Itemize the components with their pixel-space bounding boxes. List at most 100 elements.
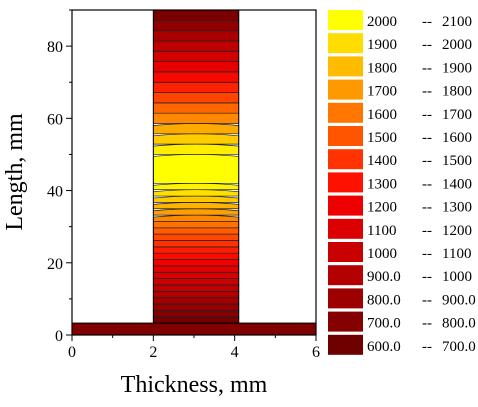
legend-swatch — [328, 126, 363, 146]
legend-separator: -- — [422, 292, 432, 308]
legend-high: 2100 — [442, 14, 472, 30]
legend-low: 1800 — [367, 60, 397, 76]
y-axis-label: Length, mm — [2, 113, 28, 231]
legend-separator: -- — [422, 84, 432, 100]
legend-swatch — [328, 33, 363, 54]
legend-swatch — [328, 242, 363, 262]
contour-band — [152, 71, 240, 83]
legend-low: 1700 — [367, 84, 397, 100]
contour-band — [152, 195, 240, 203]
contour-band — [152, 9, 240, 21]
legend-separator: -- — [422, 339, 432, 355]
legend-high: 1700 — [442, 107, 472, 123]
legend-separator: -- — [422, 37, 432, 53]
x-axis-label: Thickness, mm — [121, 372, 268, 398]
legend-low: 900.0 — [367, 269, 401, 285]
y-tick-label: 0 — [55, 328, 63, 345]
contour-band — [152, 202, 240, 210]
base-plate — [72, 322, 316, 335]
legend-swatch — [328, 195, 363, 216]
contour-band — [152, 50, 240, 62]
legend-low: 1200 — [367, 200, 397, 216]
contour-band — [152, 143, 240, 155]
legend-low: 1400 — [367, 153, 397, 169]
legend-high: 1000 — [442, 269, 472, 285]
contour-band — [152, 303, 240, 311]
x-tick-label: 4 — [231, 344, 239, 361]
contour-band — [152, 208, 240, 216]
legend-swatch — [328, 10, 363, 30]
contour-band — [152, 265, 240, 273]
legend-swatch — [328, 149, 363, 170]
legend-high: 1900 — [442, 60, 472, 76]
legend-low: 600.0 — [367, 339, 401, 355]
contour-band — [152, 154, 240, 184]
contour-band — [152, 102, 240, 114]
contour-band — [152, 133, 240, 145]
legend-swatch — [328, 311, 363, 332]
legend-low: 700.0 — [367, 316, 401, 332]
legend-low: 1300 — [367, 176, 397, 192]
legend-low: 1100 — [367, 223, 396, 239]
y-tick-label: 20 — [47, 256, 63, 273]
legend-separator: -- — [422, 60, 432, 76]
contour-band — [152, 92, 240, 104]
legend-low: 800.0 — [367, 292, 401, 308]
legend-swatch — [328, 218, 363, 239]
legend-swatch — [328, 172, 363, 193]
legend-high: 1400 — [442, 176, 472, 192]
contour-band — [152, 123, 240, 135]
contour-band — [152, 240, 240, 248]
legend-low: 1600 — [367, 107, 397, 123]
legend-low: 2000 — [367, 14, 397, 30]
contour-band — [152, 221, 240, 229]
legend-separator: -- — [422, 269, 432, 285]
contour-band — [152, 61, 240, 73]
contour-band — [152, 233, 240, 241]
legend-high: 1300 — [442, 200, 472, 216]
legend-high: 1200 — [442, 223, 472, 239]
legend-high: 700.0 — [442, 339, 476, 355]
legend-high: 1500 — [442, 153, 472, 169]
contour-band — [152, 278, 240, 286]
y-tick-label: 60 — [47, 111, 63, 128]
legend-separator: -- — [422, 14, 432, 30]
legend-low: 1500 — [367, 130, 397, 146]
legend-swatch — [328, 265, 363, 286]
legend-high: 800.0 — [442, 316, 476, 332]
contour-band — [152, 310, 240, 318]
contour-band — [152, 227, 240, 235]
legend-separator: -- — [422, 246, 432, 262]
legend-swatch — [328, 79, 363, 100]
legend-swatch — [328, 56, 363, 77]
contour-band — [152, 290, 240, 299]
legend-swatch — [328, 334, 363, 355]
legend-high: 2000 — [442, 37, 472, 53]
legend-low: 1000 — [367, 246, 397, 262]
contour-band — [152, 284, 240, 292]
legend-separator: -- — [422, 316, 432, 332]
contour-band — [152, 246, 240, 254]
legend-separator: -- — [422, 153, 432, 169]
x-tick-label: 6 — [312, 344, 320, 361]
contour-band — [152, 182, 240, 191]
contour-band — [152, 271, 240, 279]
legend-high: 900.0 — [442, 292, 476, 308]
legend-high: 1600 — [442, 130, 472, 146]
contour-band — [152, 259, 240, 267]
contour-band — [152, 189, 240, 197]
contour-band — [152, 81, 240, 93]
contour-band — [152, 19, 240, 31]
legend: 2000 -- 2100 1900 -- 2000 1800 -- 1900 1700 -- 1800… — [328, 10, 476, 355]
legend-separator: -- — [422, 107, 432, 123]
legend-high: 1100 — [442, 246, 471, 262]
y-tick-label: 40 — [47, 184, 63, 201]
y-tick-label: 80 — [47, 39, 63, 56]
legend-separator: -- — [422, 130, 432, 146]
contour-band — [152, 252, 240, 260]
x-tick-label: 2 — [149, 344, 157, 361]
contour-band — [152, 316, 240, 324]
